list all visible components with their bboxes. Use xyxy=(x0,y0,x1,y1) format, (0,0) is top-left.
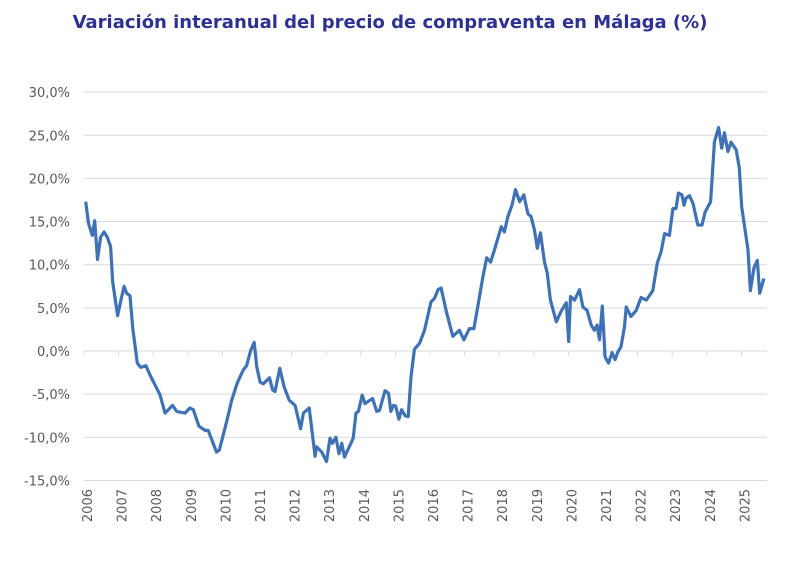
x-axis-ticks: 2006 2007 2008 2009 2010 2011 2012 2013 2014 2015… xyxy=(81,489,753,522)
x-tick-label: 2019 xyxy=(531,489,546,522)
x-tick-label: 2009 xyxy=(185,489,200,522)
series-line xyxy=(84,125,766,464)
x-tick-label: 2021 xyxy=(600,489,615,522)
x-tick-label: 2015 xyxy=(392,489,407,522)
x-tick-label: 2010 xyxy=(219,489,234,522)
y-axis-ticks: 30,0% 25,0% 20,0% 15,0% 10,0% 5,0% 0,0% -5,0% -1… xyxy=(24,86,70,489)
x-tick-label: 2017 xyxy=(462,489,477,522)
x-tick-label: 2020 xyxy=(565,489,580,522)
x-axis xyxy=(83,350,767,356)
y-tick-label: 15,0% xyxy=(29,216,70,231)
x-tick-label: 2023 xyxy=(669,489,684,522)
x-tick-label: 2011 xyxy=(254,489,269,522)
x-tick-label: 2012 xyxy=(289,489,304,522)
chart-title: Variación interanual del precio de compr… xyxy=(72,12,708,33)
y-tick-label: -5,0% xyxy=(32,388,70,403)
y-tick-label: 20,0% xyxy=(29,172,70,187)
y-tick-label: 25,0% xyxy=(29,129,70,144)
x-tick-label: 2008 xyxy=(150,489,165,522)
x-tick-label: 2014 xyxy=(358,489,373,522)
y-tick-label: -15,0% xyxy=(24,474,70,489)
y-tick-label: 10,0% xyxy=(29,259,70,274)
x-tick-label: 2006 xyxy=(81,489,96,522)
series-group xyxy=(84,125,766,464)
y-tick-label: 5,0% xyxy=(37,302,70,317)
x-tick-label: 2013 xyxy=(323,489,338,522)
x-tick-label: 2024 xyxy=(704,489,719,522)
gridlines xyxy=(84,91,767,481)
y-tick-label: -10,0% xyxy=(24,431,70,446)
y-tick-label: 0,0% xyxy=(37,345,70,360)
x-tick-label: 2007 xyxy=(116,489,131,522)
x-tick-label: 2025 xyxy=(738,489,753,522)
x-tick-label: 2022 xyxy=(635,489,650,522)
x-tick-label: 2016 xyxy=(427,489,442,522)
y-tick-label: 30,0% xyxy=(29,86,70,101)
x-tick-label: 2018 xyxy=(496,489,511,522)
